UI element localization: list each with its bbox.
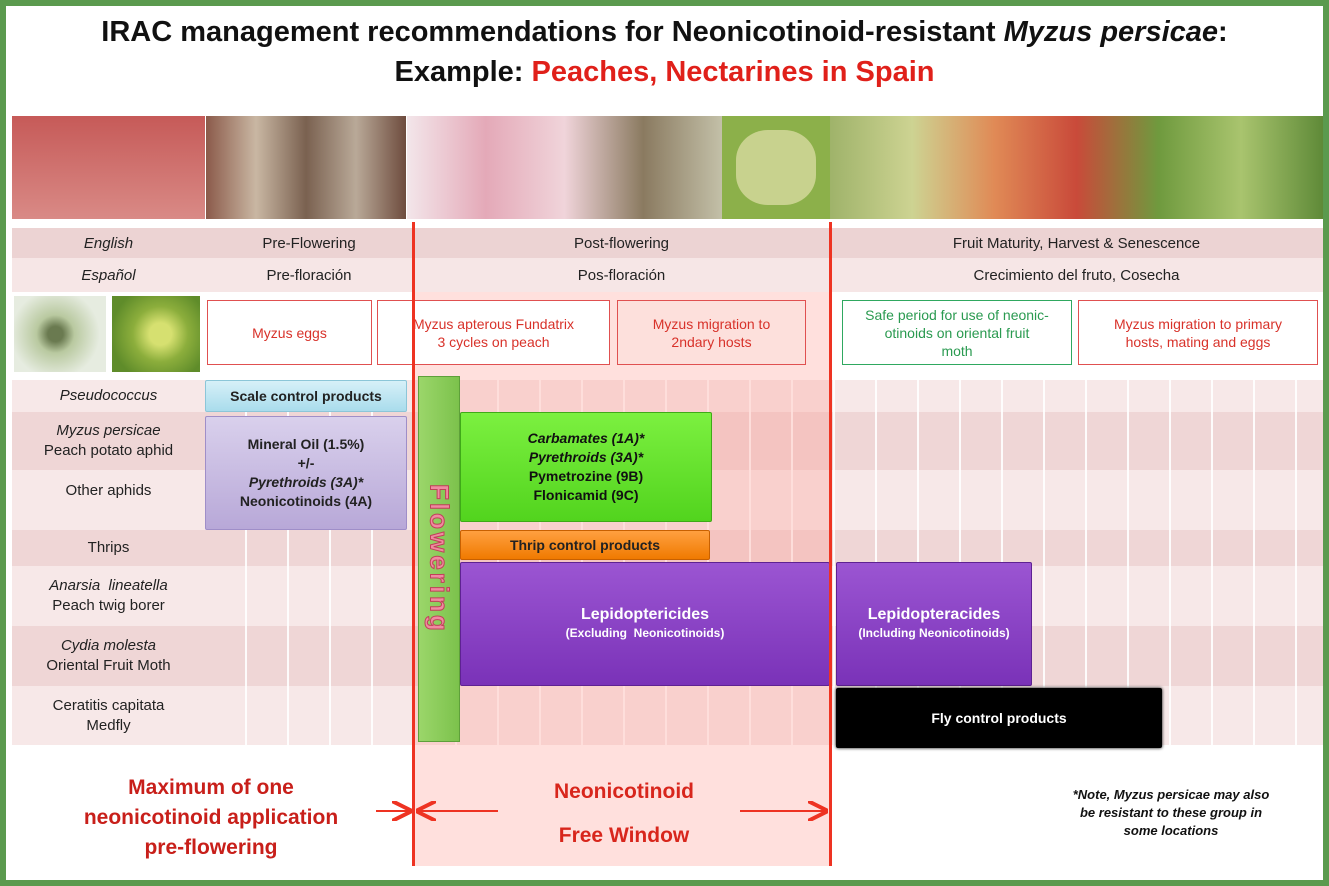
pest-common: Peach twig borer xyxy=(52,596,165,616)
slide: IRAC management recommendations for Neon… xyxy=(0,0,1329,886)
treatment-text: Pyrethroids (3A)* xyxy=(529,448,643,467)
treatment-text: Pymetrozine (9B) xyxy=(529,467,643,486)
row-label: Español xyxy=(12,258,205,292)
row-label: English xyxy=(12,228,205,258)
box-text: hosts, mating and eggs xyxy=(1126,333,1271,351)
title-highlight: Peaches, Nectarines in Spain xyxy=(532,56,935,88)
treatment-text: Carbamates (1A)* xyxy=(528,429,645,448)
stage: Fruit Maturity, Harvest & Senescence xyxy=(830,228,1323,258)
title-species: Myzus persicae xyxy=(1004,16,1218,48)
stage: Pos-floración xyxy=(413,258,830,292)
window-line-text: Neonicotinoid xyxy=(554,770,694,814)
photo xyxy=(830,116,1323,219)
treatment-bar: Lepidopteracides(Including Neonicotinoid… xyxy=(836,562,1032,686)
lifecycle-box: Myzus eggs xyxy=(207,300,372,365)
pest-label: Pseudococcus xyxy=(12,380,205,412)
box-text: Myzus migration to primary xyxy=(1114,315,1282,333)
note-line: be resistant to these group in xyxy=(1080,804,1262,822)
stage: Post-flowering xyxy=(413,228,830,258)
treatment-text: Neonicotinoids (4A) xyxy=(240,492,372,511)
pest-common: Medfly xyxy=(86,716,130,736)
pest-scientific: Anarsia lineatella xyxy=(49,576,167,596)
photo xyxy=(722,116,830,219)
title-line-2: Example: Peaches, Nectarines in Spain xyxy=(6,56,1323,89)
treatment-text: (Including Neonicotinoids) xyxy=(858,624,1009,643)
box-text: Myzus eggs xyxy=(252,324,327,342)
note-line: pre-flowering xyxy=(144,833,277,863)
treatment-bar: Thrip control products xyxy=(460,530,710,560)
window-line xyxy=(412,222,415,866)
pest-common: Other aphids xyxy=(66,481,152,501)
title-text: IRAC management recommendations for Neon… xyxy=(101,16,1003,48)
window-line xyxy=(829,222,832,866)
pest-common: Thrips xyxy=(88,538,130,558)
pest-scientific: Pseudococcus xyxy=(60,386,158,406)
treatment-bar: Lepidoptericides(Excluding Neonicotinoid… xyxy=(460,562,830,686)
note-line: neonicotinoid application xyxy=(84,803,338,833)
photo xyxy=(206,116,406,219)
treatment-bar: Fly control products xyxy=(836,688,1162,748)
stage: Crecimiento del fruto, Cosecha xyxy=(830,258,1323,292)
treatment-text: Scale control products xyxy=(230,387,382,406)
title-line-1: IRAC management recommendations for Neon… xyxy=(6,16,1323,49)
pest-label: Thrips xyxy=(12,530,205,566)
treatment-text: Fly control products xyxy=(931,709,1066,728)
pest-common: Peach potato aphid xyxy=(44,441,173,461)
box-text: Safe period for use of neonic- xyxy=(865,306,1049,324)
flowering-label: Flowering xyxy=(424,484,455,634)
note-line: *Note, Myzus persicae may also xyxy=(1073,786,1270,804)
title-colon: : xyxy=(1218,16,1228,48)
aphid-photo xyxy=(112,296,200,372)
treatment-bar: Scale control products xyxy=(205,380,407,412)
box-text: otinoids on oriental fruit xyxy=(885,324,1030,342)
treatment-bar: Carbamates (1A)*Pyrethroids (3A)*Pymetro… xyxy=(460,412,712,522)
aphid-photo xyxy=(14,296,106,372)
photo-strip-block xyxy=(12,116,205,219)
note-line: Maximum of one xyxy=(128,773,294,803)
pest-scientific: Myzus persicae xyxy=(56,421,160,441)
lifecycle-box: Safe period for use of neonic-otinoids o… xyxy=(842,300,1072,365)
treatment-text: +/- xyxy=(298,454,315,473)
treatment-text: Mineral Oil (1.5%) xyxy=(248,435,365,454)
box-text: Myzus migration to xyxy=(653,315,770,333)
treatment-text: Lepidopteracides xyxy=(868,605,1000,624)
pest-label: Other aphids xyxy=(12,470,205,512)
flowering-bar: Flowering xyxy=(418,376,460,742)
box-text: 3 cycles on peach xyxy=(437,333,549,351)
pest-common: Oriental Fruit Moth xyxy=(46,656,170,676)
treatment-bar: Mineral Oil (1.5%)+/-Pyrethroids (3A)*Ne… xyxy=(205,416,407,530)
box-text: 2ndary hosts xyxy=(671,333,751,351)
treatment-text: Pyrethroids (3A)* xyxy=(249,473,363,492)
box-text: Myzus apterous Fundatrix xyxy=(413,315,574,333)
stage: Pre-floración xyxy=(205,258,413,292)
treatment-text: Flonicamid (9C) xyxy=(533,486,638,505)
window-line-text: Free Window xyxy=(559,814,689,858)
treatment-text: Thrip control products xyxy=(510,536,660,555)
title-text: Example: xyxy=(395,56,532,88)
pest-scientific: Cydia molesta xyxy=(61,636,156,656)
box-text: moth xyxy=(941,342,972,360)
note-line: some locations xyxy=(1124,822,1219,840)
treatment-text: Lepidoptericides xyxy=(581,605,709,624)
treatment-text: (Excluding Neonicotinoids) xyxy=(566,624,725,643)
pest-scientific: Ceratitis capitata xyxy=(53,696,165,716)
photo xyxy=(407,116,722,219)
stage: Pre-Flowering xyxy=(205,228,413,258)
